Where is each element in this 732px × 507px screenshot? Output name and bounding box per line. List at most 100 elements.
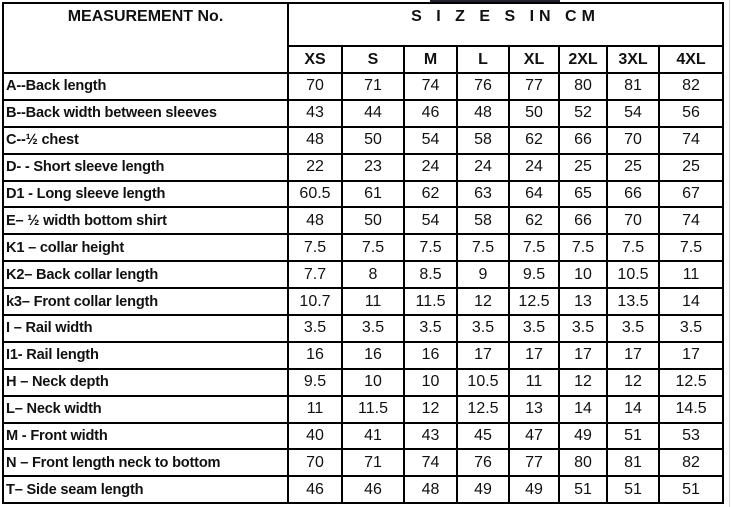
measurement-value: 14	[558, 394, 608, 424]
measurement-value: 12	[403, 394, 458, 424]
measurement-value: 7.7	[287, 260, 343, 290]
measurement-value: 51	[606, 421, 660, 451]
measurement-value: 10	[403, 367, 458, 397]
measurement-label: D- - Short sleeve length	[2, 152, 289, 182]
measurement-value: 43	[403, 421, 458, 451]
measurement-value: 46	[287, 475, 343, 505]
sheet-gridline	[729, 0, 730, 507]
measurement-value: 47	[508, 421, 560, 451]
measurement-value: 25	[606, 152, 660, 182]
measurement-value: 12.5	[508, 287, 560, 317]
measurement-value: 45	[456, 421, 510, 451]
measurement-label: B--Back width between sleeves	[2, 98, 289, 128]
measurement-value: 14	[606, 394, 660, 424]
measurement-value: 14	[657, 287, 725, 317]
measurement-value: 7.5	[341, 233, 405, 263]
measurement-value: 11	[341, 287, 405, 317]
measurement-value: 53	[657, 421, 725, 451]
measurement-value: 71	[341, 448, 405, 478]
measurement-value: 17	[558, 340, 608, 370]
measurement-label: C--½ chest	[2, 125, 289, 155]
measurement-value: 54	[403, 206, 458, 236]
measurement-value: 7.5	[287, 233, 343, 263]
table-row: N – Front length neck to bottom 70 71 74 76 7…	[2, 448, 725, 478]
measurement-value: 65	[558, 179, 608, 209]
measurement-value: 54	[606, 98, 660, 128]
empty-header-cell	[2, 46, 289, 74]
measurement-value: 9.5	[287, 367, 343, 397]
measurement-value: 80	[558, 448, 608, 478]
measurement-value: 13	[558, 287, 608, 317]
selection-bar	[430, 0, 560, 2]
table-row: C--½ chest 48 50 54 58 62 66 70 74	[2, 125, 725, 155]
measurement-value: 10.7	[287, 287, 343, 317]
table-row: H – Neck depth 9.5 10 10 10.5 11 12 12 12.5	[2, 367, 725, 397]
measurement-value: 74	[657, 125, 725, 155]
measurement-value: 14.5	[657, 394, 725, 424]
measurement-value: 8.5	[403, 260, 458, 290]
measurement-value: 7.5	[657, 233, 725, 263]
measurement-value: 74	[403, 448, 458, 478]
measurement-value: 70	[287, 448, 343, 478]
measurement-value: 3.5	[606, 314, 660, 343]
measurement-label: N – Front length neck to bottom	[2, 448, 289, 478]
measurement-value: 48	[287, 125, 343, 155]
measurement-value: 51	[558, 475, 608, 505]
measurement-value: 46	[403, 98, 458, 128]
measurement-value: 3.5	[558, 314, 608, 343]
measurement-value: 66	[606, 179, 660, 209]
measurement-value: 50	[508, 98, 560, 128]
measurement-value: 11	[287, 394, 343, 424]
measurement-value: 12.5	[456, 394, 510, 424]
measurement-value: 56	[657, 98, 725, 128]
measurement-value: 12.5	[657, 367, 725, 397]
measurement-value: 74	[657, 206, 725, 236]
measurement-label: E– ½ width bottom shirt	[2, 206, 289, 236]
measurement-value: 48	[287, 206, 343, 236]
measurement-label: T– Side seam length	[2, 475, 289, 505]
size-header-xs: XS	[287, 45, 343, 74]
measurement-value: 12	[456, 287, 510, 317]
size-header-l: L	[456, 45, 510, 74]
measurement-value: 9.5	[508, 260, 560, 290]
table-row: K1 – collar height 7.5 7.5 7.5 7.5 7.5 7.5 7.5 7…	[2, 233, 725, 263]
size-header-4xl: 4XL	[657, 45, 725, 74]
measurement-value: 13	[508, 394, 560, 424]
measurement-value: 3.5	[657, 314, 725, 343]
measurement-value: 7.5	[403, 233, 458, 263]
measurement-header: MEASUREMENT No.	[2, 2, 289, 46]
measurement-value: 7.5	[558, 233, 608, 263]
measurement-value: 50	[341, 125, 405, 155]
table-row: I – Rail width 3.5 3.5 3.5 3.5 3.5 3.5 3.5 3.5	[2, 314, 725, 343]
measurement-value: 66	[558, 125, 608, 155]
measurement-label: L– Neck width	[2, 394, 289, 424]
measurement-value: 7.5	[606, 233, 660, 263]
measurement-value: 70	[606, 206, 660, 236]
measurement-value: 62	[508, 125, 560, 155]
measurement-value: 17	[508, 340, 560, 370]
measurement-value: 3.5	[341, 314, 405, 343]
measurement-value: 77	[508, 448, 560, 478]
measurement-value: 81	[606, 72, 660, 101]
table-row: K2– Back collar length 7.7 8 8.5 9 9.5 10 10.5 1…	[2, 260, 725, 290]
measurement-value: 64	[508, 179, 560, 209]
table-row: I1- Rail length 16 16 16 17 17 17 17 17	[2, 340, 725, 370]
measurement-value: 46	[341, 475, 405, 505]
table-row: T– Side seam length 46 46 48 49 49 51 51 51	[2, 475, 725, 505]
size-chart-table: MEASUREMENT No. S I Z E S IN CM XS S M L XL 2…	[2, 2, 725, 505]
measurement-value: 77	[508, 72, 560, 101]
table-row: A--Back length 70 71 74 76 77 80 81 82	[2, 72, 725, 101]
measurement-value: 22	[287, 152, 343, 182]
measurement-value: 70	[606, 125, 660, 155]
measurement-value: 16	[403, 340, 458, 370]
measurement-value: 58	[456, 125, 510, 155]
measurement-value: 62	[508, 206, 560, 236]
measurement-value: 3.5	[287, 314, 343, 343]
size-header-2xl: 2XL	[558, 45, 608, 74]
table-row: B--Back width between sleeves 43 44 46 48 50 5…	[2, 98, 725, 128]
measurement-value: 10	[341, 367, 405, 397]
measurement-value: 24	[508, 152, 560, 182]
measurement-value: 7.5	[456, 233, 510, 263]
measurement-value: 3.5	[456, 314, 510, 343]
table-row: D1 - Long sleeve length 60.5 61 62 63 64 65 66 6…	[2, 179, 725, 209]
